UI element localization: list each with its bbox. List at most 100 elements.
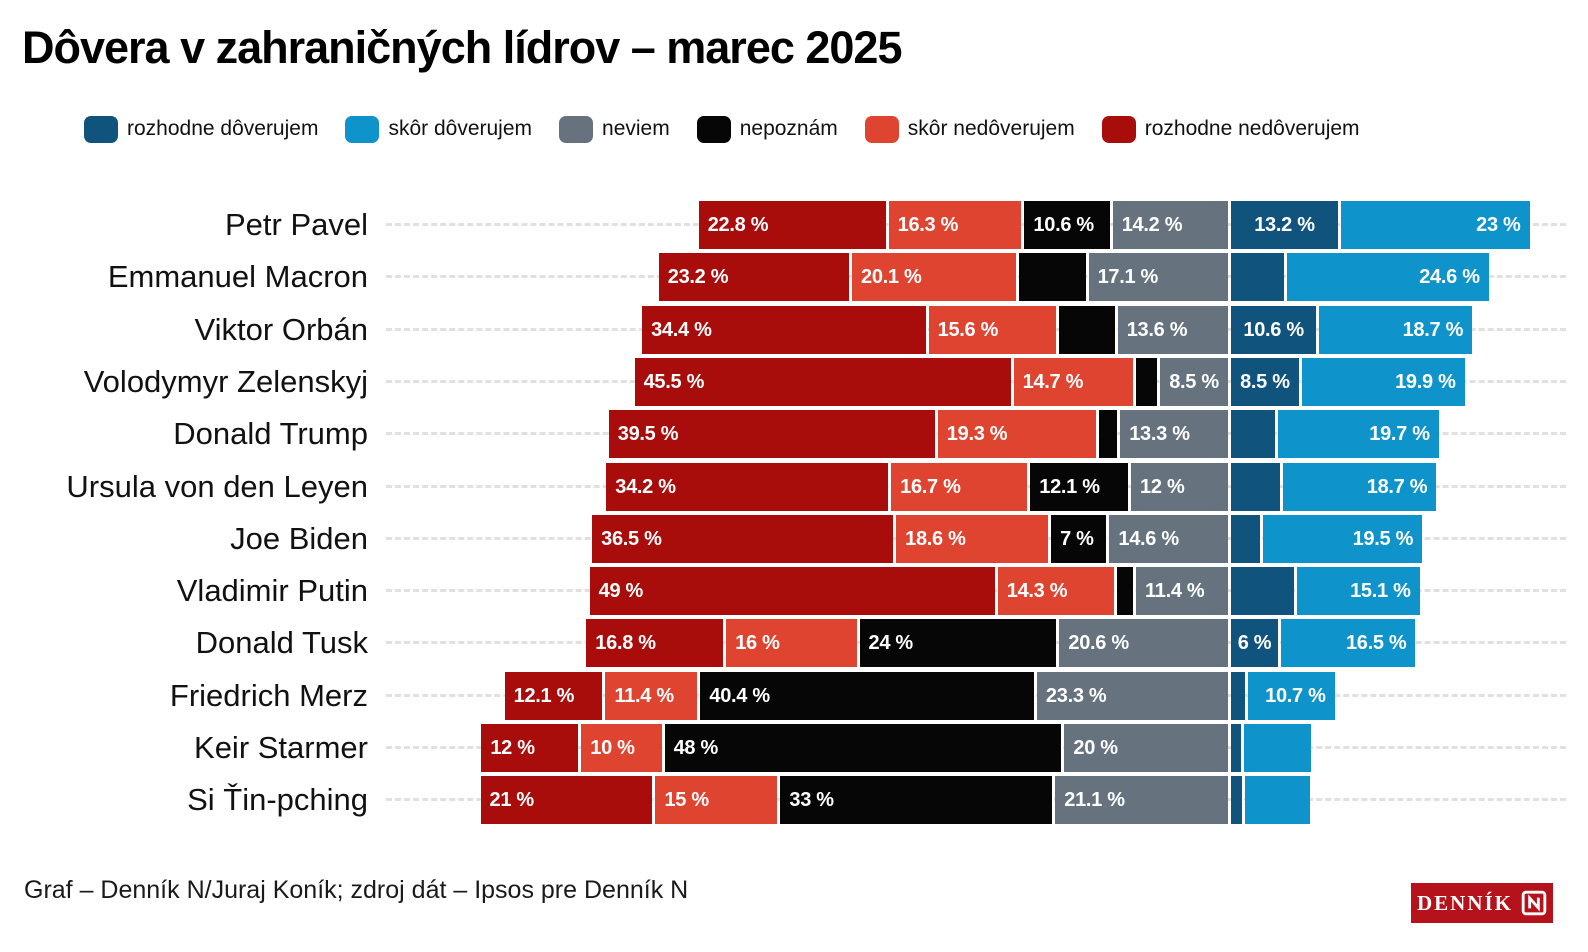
segment-value-label: 34.4 % [651, 318, 712, 341]
segment-value-label: 23.3 % [1045, 684, 1107, 707]
legend-item-skor-doverujem: skôr dôverujem [345, 115, 532, 143]
bar-positive-group: 24.6 % [1231, 253, 1489, 301]
segment-value-label: 23 % [1476, 213, 1521, 236]
bar-segment-nepoznam: 24 % [859, 619, 1057, 667]
segment-value-label: 21.1 % [1064, 788, 1125, 811]
bar-segment-skor-doverujem: 19.5 % [1262, 515, 1423, 563]
legend-label: neviem [602, 117, 670, 140]
bar-negative-group: 39.5 % 19.3 % 13.3 % [608, 410, 1228, 458]
bar-segment-neviem: 20.6 % [1059, 619, 1228, 667]
segment-value-label: 12.1 % [1039, 475, 1100, 498]
bar-segment-neviem: 13.6 % [1117, 306, 1228, 354]
bar-segment-rozhodne-nedoverujem: 49 % [589, 567, 995, 615]
row-label: Joe Biden [230, 521, 368, 556]
row-label: Petr Pavel [224, 207, 368, 242]
segment-value-label: 7 % [1060, 527, 1094, 550]
bar-segment-skor-doverujem: 23 % [1340, 201, 1530, 249]
segment-value-label: 8.5 % [1240, 370, 1290, 393]
page-title: Dôvera v zahraničných lídrov – marec 202… [22, 22, 902, 73]
segment-value-label: 20.6 % [1068, 631, 1129, 654]
bar-segment-skor-nedoverujem: 16.7 % [891, 463, 1028, 511]
legend-swatch-icon [84, 115, 118, 143]
segment-value-label: 8.5 % [1169, 370, 1219, 393]
bar-positive-group: 10.6 % 18.7 % [1231, 306, 1473, 354]
bar-segment-rozhodne-nedoverujem: 34.4 % [642, 306, 926, 354]
row-label: Donald Tusk [195, 625, 368, 660]
bar-segment-nepoznam: 7 % [1051, 515, 1107, 563]
legend-item-skor-nedoverujem: skôr nedôverujem [864, 115, 1075, 143]
bar-segment-skor-doverujem [1245, 776, 1311, 824]
bar-segment-neviem: 8.5 % [1160, 358, 1228, 406]
segment-value-label: 19.5 % [1352, 527, 1414, 550]
segment-value-label: 12.1 % [513, 684, 575, 707]
segment-value-label: 16.5 % [1345, 631, 1407, 654]
legend-item-nepoznam: nepoznám [696, 115, 838, 143]
chart-legend: rozhodne dôverujem skôr dôverujem neviem… [84, 114, 1360, 144]
segment-value-label: 19.9 % [1395, 370, 1456, 393]
bar-segment-neviem: 13.3 % [1120, 410, 1228, 458]
bar-segment-skor-nedoverujem: 16 % [726, 619, 857, 667]
legend-label: nepoznám [739, 117, 838, 140]
row-label: Friedrich Merz [169, 678, 368, 713]
bar-segment-nepoznam [1116, 567, 1134, 615]
segment-value-label: 24.6 % [1419, 265, 1480, 288]
bar-segment-rozhodne-doverujem [1231, 253, 1284, 301]
bar-negative-group: 21 % 15 % 33 % 21.1 % [480, 776, 1228, 824]
bar-negative-group: 23.2 % 20.1 % 17.1 % [658, 253, 1228, 301]
segment-value-label: 20 % [1073, 736, 1118, 759]
segment-value-label: 22.8 % [707, 213, 769, 236]
legend-label: skôr nedôverujem [907, 117, 1075, 140]
row-label: Emmanuel Macron [107, 259, 368, 294]
segment-value-label: 12 % [1140, 475, 1185, 498]
bar-positive-group: 6 % 16.5 % [1231, 619, 1416, 667]
bar-segment-rozhodne-nedoverujem: 21 % [480, 776, 653, 824]
bar-segment-neviem: 21.1 % [1055, 776, 1228, 824]
segment-value-label: 36.5 % [601, 527, 662, 550]
bar-negative-group: 22.8 % 16.3 % 10.6 % 14.2 % [698, 201, 1228, 249]
bar-segment-rozhodne-nedoverujem: 23.2 % [658, 253, 850, 301]
legend-swatch-icon [864, 115, 899, 143]
bar-segment-skor-doverujem: 18.7 % [1319, 306, 1473, 354]
logo-n-icon [1521, 890, 1547, 916]
bar-segment-nepoznam: 10.6 % [1024, 201, 1110, 249]
segment-value-label: 14.7 % [1022, 370, 1084, 393]
bar-segment-rozhodne-doverujem [1231, 463, 1281, 511]
segment-value-label: 20.1 % [861, 265, 922, 288]
segment-value-label: 24 % [868, 631, 914, 654]
legend-label: rozhodne dôverujem [127, 117, 319, 140]
segment-value-label: 17.1 % [1097, 265, 1159, 288]
legend-swatch-icon [1101, 115, 1136, 143]
legend-item-rozhodne-doverujem: rozhodne dôverujem [84, 115, 319, 143]
logo-wordmark: DENNÍK [1416, 890, 1513, 915]
row-label: Vladimir Putin [176, 573, 368, 608]
legend-swatch-icon [559, 115, 594, 143]
bar-segment-neviem: 11.4 % [1136, 567, 1228, 615]
segment-value-label: 19.7 % [1369, 422, 1430, 445]
bar-segment-skor-nedoverujem: 20.1 % [852, 253, 1017, 301]
bar-positive-group: 13.2 % 23 % [1231, 201, 1530, 249]
bar-negative-group: 34.2 % 16.7 % 12.1 % 12 % [606, 463, 1228, 511]
row-label: Keir Starmer [194, 730, 368, 765]
segment-value-label: 16.8 % [595, 631, 656, 654]
bar-segment-rozhodne-nedoverujem: 39.5 % [608, 410, 935, 458]
bar-segment-rozhodne-doverujem: 13.2 % [1231, 201, 1338, 249]
bar-positive-group [1231, 776, 1311, 824]
segment-value-label: 34.2 % [615, 475, 676, 498]
bar-segment-skor-doverujem: 19.7 % [1277, 410, 1439, 458]
segment-value-label: 39.5 % [617, 422, 679, 445]
bar-negative-group: 16.8 % 16 % 24 % 20.6 % [586, 619, 1228, 667]
bar-segment-rozhodne-doverujem [1231, 567, 1294, 615]
bar-segment-skor-nedoverujem: 18.6 % [896, 515, 1049, 563]
bar-positive-group: 19.7 % [1231, 410, 1439, 458]
bar-segment-rozhodne-doverujem [1231, 672, 1246, 720]
segment-value-label: 48 % [673, 736, 719, 759]
bar-segment-nepoznam: 48 % [664, 724, 1062, 772]
bar-segment-rozhodne-doverujem: 10.6 % [1231, 306, 1317, 354]
bar-segment-neviem: 17.1 % [1088, 253, 1228, 301]
bar-segment-nepoznam: 12.1 % [1030, 463, 1129, 511]
segment-value-label: 18.6 % [905, 527, 966, 550]
bar-segment-skor-nedoverujem: 14.7 % [1013, 358, 1134, 406]
bar-segment-skor-nedoverujem: 19.3 % [937, 410, 1096, 458]
